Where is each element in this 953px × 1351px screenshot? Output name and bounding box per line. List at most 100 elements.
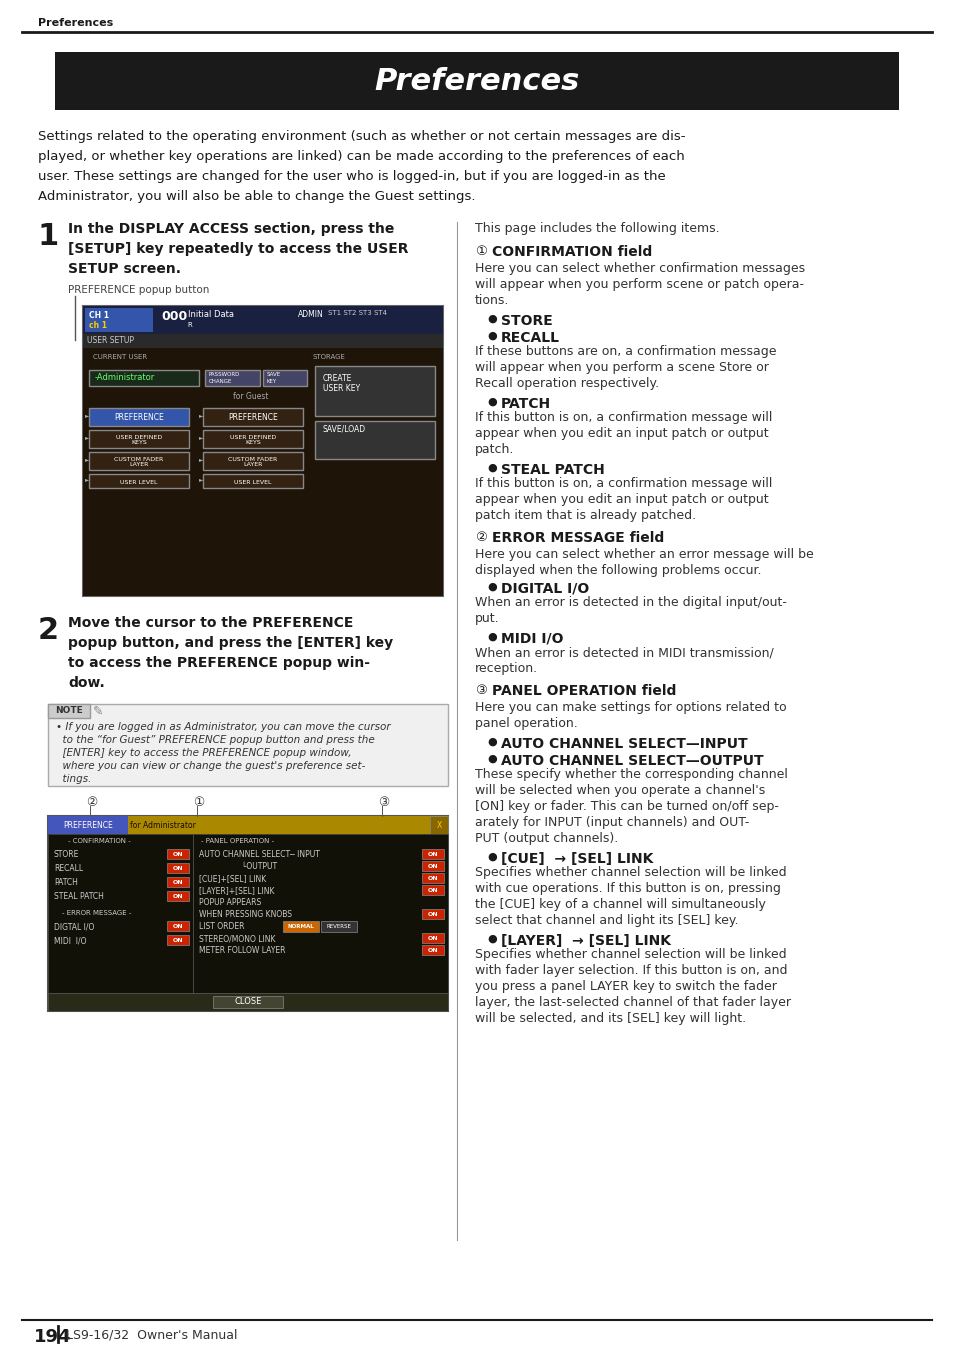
- Bar: [167, 863, 189, 873]
- Text: STEAL PATCH: STEAL PATCH: [500, 463, 604, 477]
- Text: AUTO CHANNEL SELECT—INPUT: AUTO CHANNEL SELECT—INPUT: [500, 738, 747, 751]
- Text: CONFIRMATION field: CONFIRMATION field: [492, 245, 652, 259]
- Text: PREFERENCE popup button: PREFERENCE popup button: [68, 285, 209, 295]
- Text: panel operation.: panel operation.: [475, 717, 578, 730]
- Text: ►: ►: [85, 435, 90, 440]
- Text: ►: ►: [85, 457, 90, 462]
- Text: Preferences: Preferences: [38, 18, 113, 28]
- Text: 194: 194: [34, 1328, 71, 1346]
- Text: with fader layer selection. If this button is on, and: with fader layer selection. If this butt…: [475, 965, 786, 977]
- Text: CHANGE: CHANGE: [209, 380, 233, 384]
- Bar: [421, 873, 443, 884]
- Text: will appear when you perform a scene Store or: will appear when you perform a scene Sto…: [475, 361, 768, 374]
- Text: - CONFIRMATION -: - CONFIRMATION -: [68, 838, 131, 844]
- Text: CLOSE: CLOSE: [234, 997, 261, 1006]
- Text: displayed when the following problems occur.: displayed when the following problems oc…: [475, 563, 760, 577]
- Bar: [203, 408, 303, 426]
- Text: USER SETUP: USER SETUP: [87, 336, 133, 345]
- Text: 1: 1: [38, 222, 59, 251]
- Text: ①: ①: [475, 245, 486, 258]
- Text: If this button is on, a confirmation message will: If this button is on, a confirmation mes…: [475, 477, 772, 490]
- Bar: [421, 909, 443, 919]
- Text: ch 1: ch 1: [89, 322, 107, 330]
- Bar: [48, 834, 193, 993]
- Text: STEAL PATCH: STEAL PATCH: [54, 892, 104, 901]
- Text: ②: ②: [475, 531, 486, 544]
- Text: ●: ●: [486, 852, 497, 862]
- Text: to the “for Guest” PREFERENCE popup button and press the: to the “for Guest” PREFERENCE popup butt…: [56, 735, 375, 744]
- Text: ►: ►: [85, 413, 90, 417]
- Text: popup button, and press the [ENTER] key: popup button, and press the [ENTER] key: [68, 636, 393, 650]
- Text: appear when you edit an input patch or output: appear when you edit an input patch or o…: [475, 427, 768, 440]
- Text: ►: ►: [199, 477, 203, 482]
- Text: USER DEFINED
KEYS: USER DEFINED KEYS: [115, 435, 162, 446]
- Text: ●: ●: [486, 754, 497, 765]
- Bar: [48, 816, 448, 834]
- Text: select that channel and light its [SEL] key.: select that channel and light its [SEL] …: [475, 915, 738, 927]
- Text: ③: ③: [475, 684, 486, 697]
- Text: to access the PREFERENCE popup win-: to access the PREFERENCE popup win-: [68, 657, 370, 670]
- Text: ADMIN: ADMIN: [297, 309, 323, 319]
- Text: When an error is detected in MIDI transmission/: When an error is detected in MIDI transm…: [475, 646, 773, 659]
- Text: REVERSE: REVERSE: [326, 924, 351, 928]
- Text: STORE: STORE: [500, 313, 552, 328]
- Bar: [320, 921, 356, 932]
- Bar: [89, 370, 199, 386]
- Bar: [421, 861, 443, 871]
- Text: Initial Data: Initial Data: [188, 309, 233, 319]
- Text: PREFERENCE: PREFERENCE: [228, 413, 277, 423]
- Bar: [89, 474, 189, 488]
- Text: Specifies whether channel selection will be linked: Specifies whether channel selection will…: [475, 866, 786, 880]
- Text: ON: ON: [172, 924, 183, 929]
- Bar: [193, 834, 448, 993]
- Bar: [83, 305, 442, 596]
- Text: ●: ●: [486, 582, 497, 592]
- Text: Here you can select whether confirmation messages: Here you can select whether confirmation…: [475, 262, 804, 276]
- Bar: [421, 934, 443, 943]
- Text: NORMAL: NORMAL: [287, 924, 314, 928]
- Bar: [167, 848, 189, 859]
- Text: ●: ●: [486, 331, 497, 340]
- Bar: [89, 408, 189, 426]
- Text: [SETUP] key repeatedly to access the USER: [SETUP] key repeatedly to access the USE…: [68, 242, 408, 255]
- Text: ON: ON: [427, 948, 437, 954]
- Bar: [421, 944, 443, 955]
- Text: for Administrator: for Administrator: [130, 820, 195, 830]
- Text: If these buttons are on, a confirmation message: If these buttons are on, a confirmation …: [475, 345, 776, 358]
- Text: PREFERENCE: PREFERENCE: [63, 820, 112, 830]
- Bar: [85, 308, 152, 332]
- Text: will be selected when you operate a channel's: will be selected when you operate a chan…: [475, 784, 764, 797]
- Text: will appear when you perform scene or patch opera-: will appear when you perform scene or pa…: [475, 278, 803, 290]
- Bar: [48, 704, 90, 717]
- Text: CUSTOM FADER
LAYER: CUSTOM FADER LAYER: [114, 457, 164, 467]
- Text: AUTO CHANNEL SELECT—OUTPUT: AUTO CHANNEL SELECT—OUTPUT: [500, 754, 762, 767]
- Text: ①: ①: [193, 796, 204, 809]
- Text: RECALL: RECALL: [54, 865, 83, 873]
- Text: PUT (output channels).: PUT (output channels).: [475, 832, 618, 844]
- Text: DIGTAL I/O: DIGTAL I/O: [54, 921, 94, 931]
- Text: ON: ON: [427, 852, 437, 858]
- Text: 2: 2: [38, 616, 59, 644]
- Bar: [203, 430, 303, 449]
- Text: ►: ►: [85, 477, 90, 482]
- Text: user. These settings are changed for the user who is logged-in, but if you are l: user. These settings are changed for the…: [38, 170, 665, 182]
- Text: DIGITAL I/O: DIGITAL I/O: [500, 582, 589, 596]
- Text: Settings related to the operating environment (such as whether or not certain me: Settings related to the operating enviro…: [38, 130, 685, 143]
- Text: ERROR MESSAGE field: ERROR MESSAGE field: [492, 531, 663, 544]
- Bar: [430, 816, 448, 834]
- Text: [CUE]+[SEL] LINK: [CUE]+[SEL] LINK: [199, 874, 266, 884]
- Text: STEREO/MONO LINK: STEREO/MONO LINK: [199, 934, 275, 943]
- Text: put.: put.: [475, 612, 499, 626]
- Text: These specify whether the corresponding channel: These specify whether the corresponding …: [475, 767, 787, 781]
- Text: METER FOLLOW LAYER: METER FOLLOW LAYER: [199, 946, 285, 955]
- Bar: [48, 834, 448, 993]
- Text: tions.: tions.: [475, 295, 509, 307]
- Text: ●: ●: [486, 632, 497, 642]
- Bar: [55, 51, 898, 109]
- Text: with cue operations. If this button is on, pressing: with cue operations. If this button is o…: [475, 882, 781, 894]
- Text: ●: ●: [486, 463, 497, 473]
- Text: [CUE]  → [SEL] LINK: [CUE] → [SEL] LINK: [500, 852, 653, 866]
- Text: ●: ●: [486, 738, 497, 747]
- Text: USER LEVEL: USER LEVEL: [234, 480, 272, 485]
- Text: arately for INPUT (input channels) and OUT-: arately for INPUT (input channels) and O…: [475, 816, 749, 830]
